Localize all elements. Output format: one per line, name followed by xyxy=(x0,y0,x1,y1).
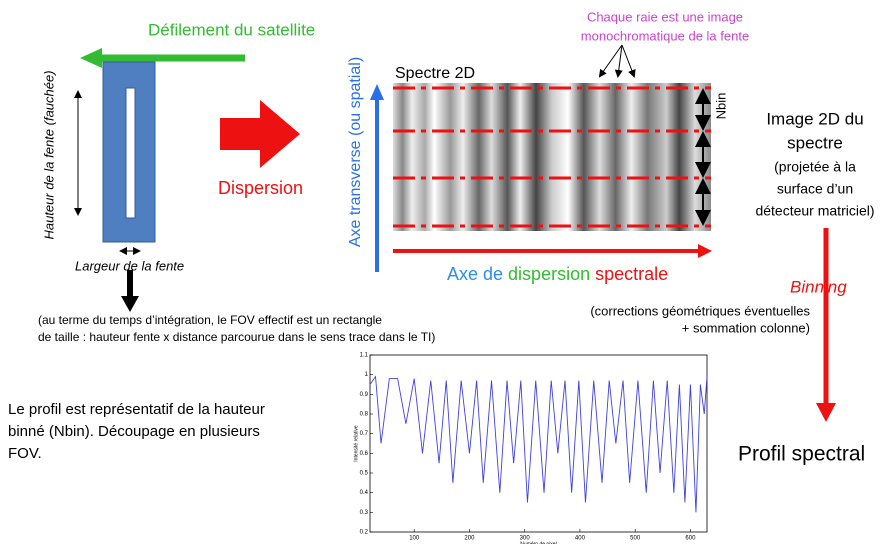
y-tick-label: 0.5 xyxy=(360,471,369,477)
y-tick-label: 1 xyxy=(365,372,369,378)
arrow-head xyxy=(370,84,384,100)
dispersion-label: Dispersion xyxy=(218,178,303,198)
annotation: monochromatique de la fente xyxy=(581,28,749,43)
x-axis-label: Numéro de pixel xyxy=(520,541,556,544)
profile-line xyxy=(369,375,708,513)
profile-note: binné (Nbin). Découpage en plusieurs xyxy=(8,423,260,440)
profile-label: Profil spectral xyxy=(738,443,865,466)
x-tick-label: 100 xyxy=(409,536,420,542)
annotation: Chaque raie est une image xyxy=(587,9,743,24)
x-tick-label: 500 xyxy=(630,536,641,542)
arrow-head xyxy=(816,403,836,422)
image-2d: surface d’un xyxy=(777,181,853,197)
profile-note: Le profil est représentatif de la hauteu… xyxy=(8,401,265,418)
plot-frame xyxy=(369,354,708,533)
slit-width: Largeur de la fente xyxy=(75,258,184,273)
fov-note: de taille : hauteur fente x distance par… xyxy=(38,330,435,344)
x-tick-label: 400 xyxy=(575,536,586,542)
bin-lines xyxy=(393,86,711,228)
spectrum-image xyxy=(393,83,711,231)
y-tick-label: 0.2 xyxy=(360,530,369,536)
image-2d: Image 2D du xyxy=(766,109,863,128)
y-tick-label: 0.4 xyxy=(360,490,369,496)
spectrum-title: Spectre 2D xyxy=(395,65,475,82)
y-tick-label: 0.6 xyxy=(360,451,369,457)
y-tick-label: 0.8 xyxy=(360,412,369,418)
binning-note: (corrections géométriques éventuelles xyxy=(590,303,810,318)
dispersion-axis: Axe de dispersion spectrale xyxy=(447,264,668,284)
y-tick-label: 0.9 xyxy=(360,392,369,398)
binning: Binning xyxy=(790,277,847,296)
fov-note: (au terme du temps d’intégration, le FOV… xyxy=(38,313,382,327)
slit-height: Hauteur de la fente (fauchée) xyxy=(41,70,56,239)
nbin: Nbin xyxy=(713,93,728,120)
y-tick-label: 0.7 xyxy=(360,431,369,437)
satellite-label: Défilement du satellite xyxy=(148,20,315,39)
arrow-head xyxy=(121,296,139,312)
y-tick-label: 0.3 xyxy=(360,510,369,516)
y-tick-label: 1.1 xyxy=(360,353,369,359)
transverse-axis: Axe transverse (ou spatial) xyxy=(347,57,364,247)
profile-note: FOV. xyxy=(8,445,42,462)
image-2d: (projetée à la xyxy=(774,159,856,175)
x-tick-label: 200 xyxy=(464,536,475,542)
image-2d: détecteur matriciel) xyxy=(755,203,874,219)
x-tick-label: 600 xyxy=(685,536,696,542)
x-tick-label: 300 xyxy=(520,536,531,542)
y-axis-label: Intensité relative xyxy=(353,425,359,462)
binning-note: + sommation colonne) xyxy=(682,320,810,335)
image-2d: spectre xyxy=(787,133,843,152)
annotation-arrows xyxy=(598,44,636,78)
arrow-head xyxy=(698,244,712,258)
slit xyxy=(125,87,136,219)
dispersion-arrow xyxy=(220,100,300,168)
arrow-head xyxy=(80,48,102,68)
